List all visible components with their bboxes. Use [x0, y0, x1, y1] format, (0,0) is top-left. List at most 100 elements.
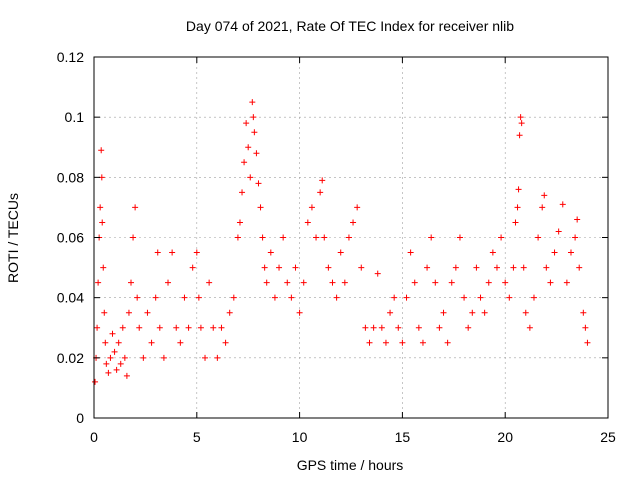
data-point [165, 279, 172, 286]
data-point [296, 309, 303, 316]
data-point [134, 294, 141, 301]
data-point [113, 366, 120, 373]
data-point [440, 309, 447, 316]
data-point [189, 264, 196, 271]
data-point [222, 339, 229, 346]
data-point [121, 354, 128, 361]
data-point [267, 249, 274, 256]
x-tick-label: 15 [395, 429, 411, 445]
data-point [539, 204, 546, 211]
data-point [541, 192, 548, 199]
data-point [469, 309, 476, 316]
data-point [515, 186, 522, 193]
data-point [249, 99, 256, 106]
data-point [514, 204, 521, 211]
data-point [288, 294, 295, 301]
data-point [547, 279, 554, 286]
data-point [563, 279, 570, 286]
data-point [123, 372, 130, 379]
data-point [136, 324, 143, 331]
data-point [308, 204, 315, 211]
data-point [247, 174, 254, 181]
data-point [234, 234, 241, 241]
data-point [477, 294, 484, 301]
data-point [276, 264, 283, 271]
data-point [512, 219, 519, 226]
data-point [559, 201, 566, 208]
data-point [366, 339, 373, 346]
data-point [125, 309, 132, 316]
data-point [214, 354, 221, 361]
data-point [177, 339, 184, 346]
data-point [117, 360, 124, 367]
data-point [350, 219, 357, 226]
data-point [94, 324, 101, 331]
data-point [329, 279, 336, 286]
data-point [516, 132, 523, 139]
data-point [105, 369, 112, 376]
data-point [518, 120, 525, 127]
data-point [543, 264, 550, 271]
data-point [325, 264, 332, 271]
y-tick-label: 0.04 [57, 290, 84, 306]
data-point [333, 294, 340, 301]
data-point [452, 264, 459, 271]
data-point [257, 204, 264, 211]
x-axis-label: GPS time / hours [297, 457, 404, 473]
y-tick-label: 0.1 [65, 109, 85, 125]
data-point [148, 339, 155, 346]
data-point [387, 309, 394, 316]
data-point [485, 279, 492, 286]
data-point [317, 189, 324, 196]
data-point [101, 309, 108, 316]
y-tick-label: 0 [76, 410, 84, 426]
data-point [250, 114, 257, 121]
data-point [567, 249, 574, 256]
data-point [132, 204, 139, 211]
data-point [111, 348, 118, 355]
y-tick-label: 0.06 [57, 230, 84, 246]
data-point [156, 324, 163, 331]
data-point [444, 339, 451, 346]
data-point [103, 360, 110, 367]
data-point [255, 180, 262, 187]
data-point [530, 294, 537, 301]
data-point [448, 279, 455, 286]
data-point [99, 219, 106, 226]
data-point [465, 324, 472, 331]
data-point [241, 159, 248, 166]
data-point [319, 177, 326, 184]
data-point [411, 279, 418, 286]
data-point [456, 234, 463, 241]
data-point [107, 354, 114, 361]
data-point [109, 330, 116, 337]
data-point [130, 234, 137, 241]
data-point [263, 279, 270, 286]
data-point [572, 234, 579, 241]
data-point [271, 294, 278, 301]
data-point [395, 324, 402, 331]
data-point [498, 234, 505, 241]
data-point [292, 264, 299, 271]
data-point [280, 234, 287, 241]
data-point [98, 147, 105, 154]
data-point [584, 339, 591, 346]
data-point [526, 324, 533, 331]
data-point [510, 264, 517, 271]
data-point [206, 279, 213, 286]
axis-ticks: 0 5 10 15 20 25 0 0.02 0.04 0.06 0.08 0.1 0.12 [57, 49, 616, 445]
data-point [259, 234, 266, 241]
chart-title: Day 074 of 2021, Rate Of TEC Index for r… [186, 18, 514, 34]
data-point [160, 354, 167, 361]
data-point [253, 150, 260, 157]
data-point [304, 219, 311, 226]
data-point [284, 279, 291, 286]
data-point [300, 279, 307, 286]
data-point [358, 264, 365, 271]
data-point [362, 324, 369, 331]
data-point [391, 294, 398, 301]
data-point [95, 279, 102, 286]
data-point [173, 324, 180, 331]
data-point [100, 264, 107, 271]
y-tick-label: 0.02 [57, 350, 84, 366]
